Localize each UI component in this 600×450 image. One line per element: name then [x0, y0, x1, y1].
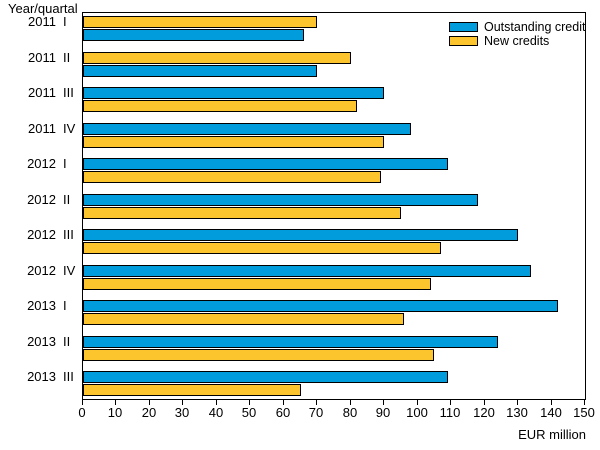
x-axis-tick: [551, 400, 552, 405]
x-axis-tick: [316, 400, 317, 405]
x-axis-tick: [450, 400, 451, 405]
bar-outstanding-credit: [83, 229, 518, 241]
x-axis-tick: [383, 400, 384, 405]
x-axis-tick: [417, 400, 418, 405]
quarter-label: 2011 IV: [0, 122, 80, 136]
bar-outstanding-credit: [83, 265, 531, 277]
bar-new-credits: [83, 136, 384, 148]
bar-outstanding-credit: [83, 336, 498, 348]
quarter-label: 2013 II: [0, 335, 80, 349]
quarter-label: 2011 I: [0, 15, 80, 29]
legend-label-new-credits: New credits: [484, 34, 550, 48]
quarter-label-year: 2013: [27, 334, 56, 349]
x-axis-tick-label: 40: [208, 405, 224, 420]
quarter-label-roman: II: [63, 192, 71, 207]
x-axis-tick-label: 100: [406, 405, 428, 420]
quarter-label-roman: II: [63, 50, 71, 65]
legend-swatch-outstanding-credit-icon: [449, 22, 478, 32]
x-axis-tick-label: 10: [107, 405, 123, 420]
quarter-label-roman: III: [63, 369, 74, 384]
quarter-label-roman: I: [63, 14, 67, 29]
bar-outstanding-credit: [83, 123, 411, 135]
quarter-label-roman: III: [63, 85, 74, 100]
x-axis-tick: [149, 400, 150, 405]
quarter-label-year: 2011: [28, 121, 56, 136]
bar-new-credits: [83, 349, 434, 361]
quarter-label-roman: II: [63, 334, 71, 349]
quarter-label: 2012 III: [0, 228, 80, 242]
legend-label-outstanding-credit: Outstanding credit: [484, 20, 586, 34]
x-axis-tick: [283, 400, 284, 405]
legend-item-new-credits: New credits: [449, 34, 585, 48]
quarter-label-year: 2012: [27, 192, 56, 207]
x-axis-tick: [584, 400, 585, 405]
quarter-label: 2012 I: [0, 157, 80, 171]
x-axis-tick-label: 30: [174, 405, 190, 420]
x-axis-label: EUR million: [518, 427, 586, 442]
bar-outstanding-credit: [83, 29, 304, 41]
quarter-label-roman: III: [63, 227, 74, 242]
quarter-label-year: 2012: [27, 263, 56, 278]
y-axis-title: Year/quartal: [8, 1, 78, 16]
bar-outstanding-credit: [83, 300, 558, 312]
legend-swatch-new-credits-icon: [449, 36, 478, 46]
quarter-label-year: 2012: [27, 156, 56, 171]
quarter-label: 2012 II: [0, 193, 80, 207]
bar-new-credits: [83, 16, 317, 28]
bar-new-credits: [83, 171, 381, 183]
x-axis-tick: [249, 400, 250, 405]
bar-new-credits: [83, 242, 441, 254]
quarter-label: 2011 II: [0, 51, 80, 65]
x-axis-tick-label: 80: [342, 405, 358, 420]
bar-new-credits: [83, 278, 431, 290]
x-axis-tick-label: 0: [78, 405, 86, 420]
bar-new-credits: [83, 207, 401, 219]
x-axis-tick-label: 130: [506, 405, 528, 420]
x-axis-tick-label: 120: [473, 405, 495, 420]
x-axis-tick: [350, 400, 351, 405]
bar-new-credits: [83, 100, 357, 112]
bar-outstanding-credit: [83, 371, 448, 383]
x-axis-tick: [182, 400, 183, 405]
bar-outstanding-credit: [83, 158, 448, 170]
bar-outstanding-credit: [83, 87, 384, 99]
bar-new-credits: [83, 52, 351, 64]
x-axis-tick-label: 50: [241, 405, 257, 420]
quarter-label-year: 2013: [27, 298, 56, 313]
x-axis-tick-label: 140: [540, 405, 562, 420]
quarter-label: 2012 IV: [0, 264, 80, 278]
plot-area: Outstanding credit New credits: [82, 12, 586, 400]
quarter-label-roman: IV: [63, 263, 76, 278]
x-axis-tick: [216, 400, 217, 405]
quarter-label-roman: I: [63, 298, 67, 313]
x-axis-tick-label: 90: [375, 405, 391, 420]
x-axis-tick-label: 20: [141, 405, 157, 420]
quarter-label-year: 2011: [28, 50, 56, 65]
x-axis-tick-label: 60: [275, 405, 291, 420]
quarter-label: 2011 III: [0, 86, 80, 100]
quarter-label-year: 2011: [28, 14, 56, 29]
legend: Outstanding credit New credits: [449, 20, 585, 48]
quarter-label-year: 2011: [28, 85, 56, 100]
x-axis-tick: [115, 400, 116, 405]
bar-outstanding-credit: [83, 65, 317, 77]
quarter-label: 2013 III: [0, 370, 80, 384]
bar-new-credits: [83, 313, 404, 325]
x-axis-tick-label: 70: [308, 405, 324, 420]
quarter-label-year: 2012: [27, 227, 56, 242]
x-axis-tick-label: 150: [573, 405, 595, 420]
quarter-label-roman: I: [63, 156, 67, 171]
legend-item-outstanding-credit: Outstanding credit: [449, 20, 585, 34]
x-axis-tick-label: 110: [439, 405, 461, 420]
x-axis-tick: [517, 400, 518, 405]
bar-new-credits: [83, 384, 301, 396]
bar-outstanding-credit: [83, 194, 478, 206]
x-axis-tick: [484, 400, 485, 405]
quarter-label-roman: IV: [63, 121, 76, 136]
quarter-label: 2013 I: [0, 299, 80, 313]
quarter-label-year: 2013: [27, 369, 56, 384]
x-axis-tick: [82, 400, 83, 405]
